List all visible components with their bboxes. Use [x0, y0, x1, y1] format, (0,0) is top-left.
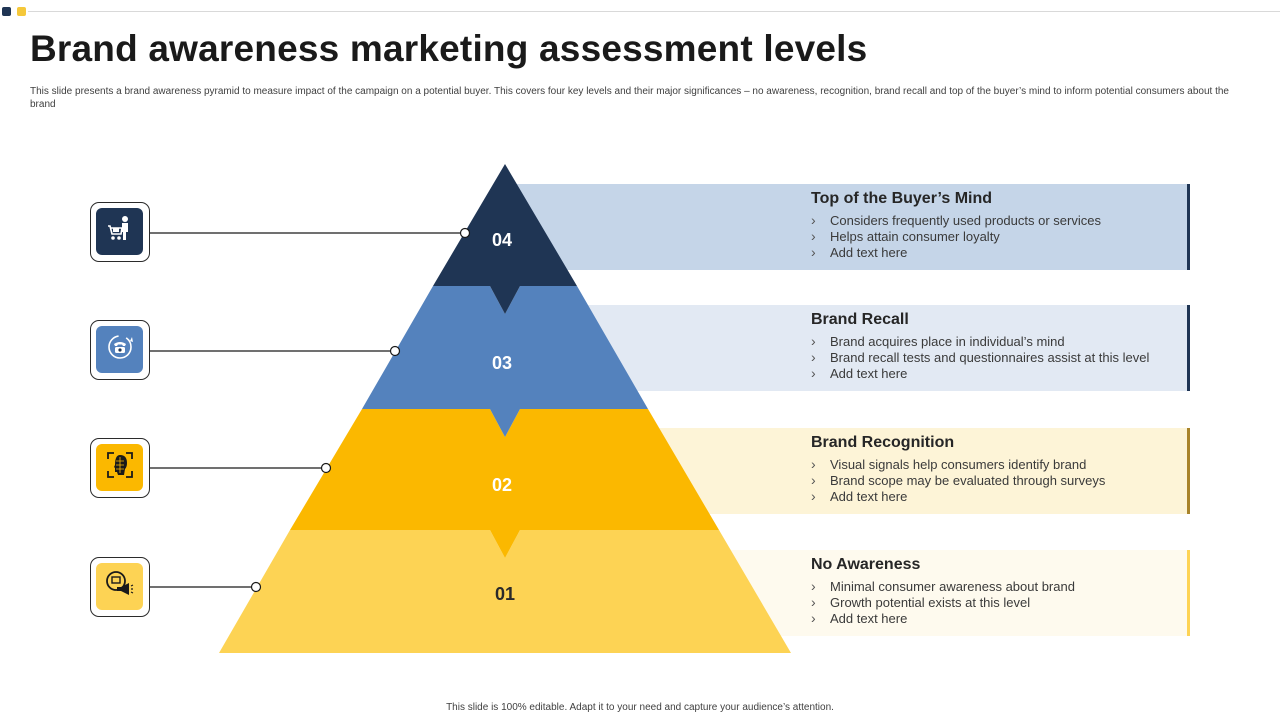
icon-box-04 [90, 202, 150, 262]
icon-box-01 [90, 557, 150, 617]
level-title-02: Brand Recognition [811, 434, 955, 451]
connector-dot [389, 345, 401, 357]
level-band-04: Top of the Buyer’s Mind Considers freque… [505, 184, 1190, 270]
bullet-item: Brand recall tests and questionnaires as… [811, 349, 1181, 366]
top-divider [28, 11, 1280, 12]
shopping-cart-person-icon [105, 214, 135, 249]
bullet-item: Brand acquires place in individual’s min… [811, 333, 1181, 350]
level-number-01: 01 [495, 584, 515, 604]
face-scan-icon [105, 450, 135, 485]
slide-subtitle: This slide presents a brand awareness py… [30, 86, 1229, 110]
megaphone-screen-icon [105, 569, 135, 604]
icon-box-02 [90, 438, 150, 498]
pyramid-tier-03 [362, 286, 648, 437]
level-bullets-04: Considers frequently used products or se… [811, 212, 1181, 261]
pyramid-tier-02 [290, 409, 719, 558]
icon-tile [96, 563, 143, 610]
level-title-03: Brand Recall [811, 311, 909, 328]
slide-title: Brand awareness marketing assessment lev… [30, 28, 868, 69]
telephone-refresh-icon [105, 332, 135, 367]
icon-tile [96, 208, 143, 255]
bullet-item: Brand scope may be evaluated through sur… [811, 472, 1181, 489]
slide-footer: This slide is 100% editable. Adapt it to… [446, 702, 834, 713]
pyramid-tier-01 [219, 530, 791, 653]
bullet-item: Visual signals help consumers identify b… [811, 456, 1181, 473]
level-title-04: Top of the Buyer’s Mind [811, 190, 993, 207]
level-number-04: 04 [492, 230, 512, 250]
band-edge [1187, 428, 1190, 514]
bullet-item: Minimal consumer awareness about brand [811, 578, 1181, 595]
bullet-item: Helps attain consumer loyalty [811, 228, 1181, 245]
decor-square-navy [2, 7, 11, 16]
icon-tile [96, 444, 143, 491]
icon-box-03 [90, 320, 150, 380]
bullet-item: Growth potential exists at this level [811, 594, 1181, 611]
level-title-01: No Awareness [811, 556, 921, 573]
decor-square-yellow [17, 7, 26, 16]
connector-dot [250, 581, 262, 593]
bullet-item: Add text here [811, 488, 1181, 505]
level-bullets-03: Brand acquires place in individual’s min… [811, 333, 1181, 382]
icon-tile [96, 326, 143, 373]
bullet-item: Add text here [811, 365, 1181, 382]
level-bullets-02: Visual signals help consumers identify b… [811, 456, 1181, 505]
bullet-item: Add text here [811, 244, 1181, 261]
level-number-02: 02 [492, 475, 512, 495]
bullet-item: Considers frequently used products or se… [811, 212, 1181, 229]
connector-dot [320, 462, 332, 474]
level-bullets-01: Minimal consumer awareness about brand G… [811, 578, 1181, 627]
band-edge [1187, 550, 1190, 636]
bullet-item: Add text here [811, 610, 1181, 627]
connector-dot [459, 227, 471, 239]
pyramid-tier-04 [433, 164, 577, 314]
band-edge [1187, 305, 1190, 391]
level-number-03: 03 [492, 353, 512, 373]
band-edge [1187, 184, 1190, 270]
